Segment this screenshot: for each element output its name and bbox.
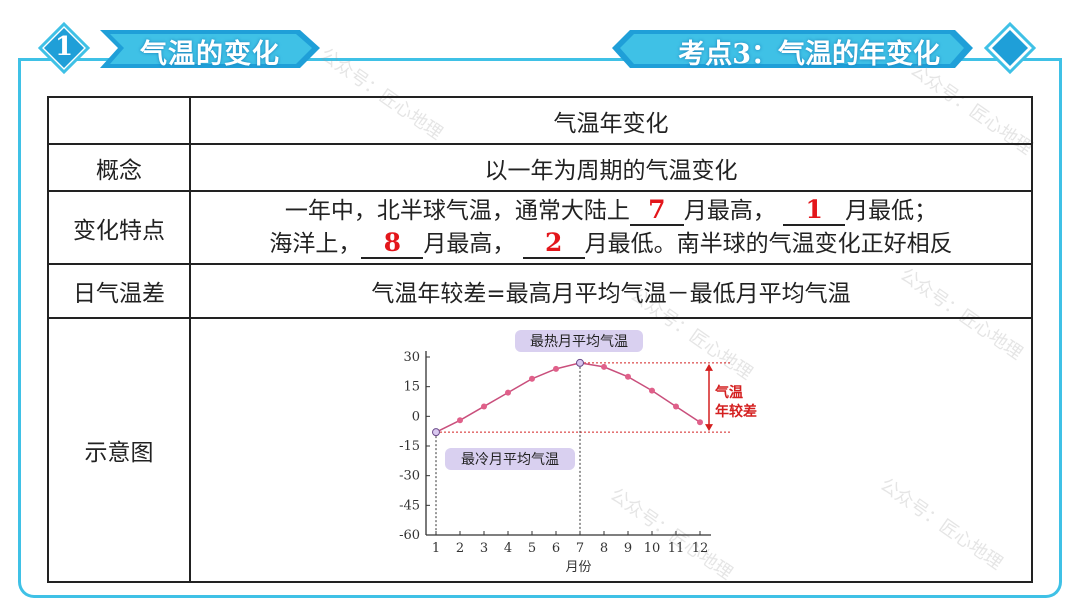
x-tick-label: 12 [692, 541, 709, 556]
header-banner [37, 21, 1037, 75]
y-tick-label: 30 [403, 350, 420, 365]
content-frame [18, 58, 1062, 598]
max-label-bg [515, 330, 643, 352]
min-label: 最冷月平均气温 [461, 452, 559, 468]
max-label: 最热月平均气温 [530, 334, 628, 350]
row-label: 日气温差 [47, 263, 191, 319]
row-label: 变化特点 [47, 190, 191, 265]
data-point [432, 428, 440, 437]
section-subtitle: 考点3：气温的年变化 [678, 39, 940, 70]
y-tick-label: -45 [399, 498, 420, 513]
data-point [625, 373, 631, 380]
answer-text: 7 [648, 194, 666, 224]
features-line-2: 海洋上， 8 月最高， 2 月最低。南半球的气温变化正好相反 [191, 228, 1031, 261]
frame-top-line [18, 58, 1062, 61]
x-tick-label: 4 [504, 541, 512, 556]
fill-blank: 1 [783, 194, 846, 226]
row-content: 以一年为周期的气温变化 [189, 143, 1033, 192]
data-point [529, 375, 535, 382]
text-segment: 月最高， [423, 230, 516, 257]
x-tick-label: 10 [644, 541, 661, 556]
fill-blank: 2 [522, 227, 585, 259]
y-tick-label: -15 [399, 439, 420, 454]
y-tick-label: 15 [403, 380, 420, 395]
data-point [697, 419, 703, 426]
fill-blank: 8 [361, 227, 424, 259]
section-title: 气温的变化 [140, 39, 280, 70]
features-line-1: 一年中，北半球气温，通常大陆上 7 月最高， 1 月最低； [191, 195, 1031, 228]
x-tick-label: 1 [432, 541, 440, 556]
row-content: 气温年较差=最高月平均气温－最低月平均气温 [189, 263, 1033, 319]
x-tick-label: 5 [528, 541, 536, 556]
fill-blank: 7 [629, 194, 684, 226]
min-label-bg [445, 448, 575, 470]
header-empty-cell [47, 96, 191, 145]
data-point [553, 365, 559, 372]
text-segment: 月最低。南半球的气温变化正好相反 [584, 230, 953, 257]
y-tick-label: 0 [412, 409, 420, 424]
answer-text: 8 [383, 227, 402, 257]
text-segment: 一年中，北半球气温，通常大陆上 [284, 197, 630, 224]
range-arrow-head-up [705, 363, 713, 371]
table-header: 气温年变化 [189, 96, 1033, 145]
y-tick-label: -30 [399, 469, 420, 484]
row-content-features: 一年中，北半球气温，通常大陆上 7 月最高， 1 月最低； 海洋上， 8 月最高， 2 月最… [189, 190, 1033, 265]
data-point [576, 358, 584, 367]
answer-text: 1 [805, 194, 823, 224]
range-label: 气温 [714, 384, 743, 401]
data-point [673, 403, 679, 410]
y-tick-label: -60 [399, 528, 420, 543]
text-segment: 月最高， [683, 197, 776, 224]
data-point [505, 389, 511, 396]
data-point [649, 387, 655, 394]
text-segment: 月最低； [845, 197, 938, 224]
x-tick-label: 11 [668, 541, 685, 556]
x-tick-label: 3 [480, 541, 488, 556]
content-table: 气温年变化 概念 以一年为周期的气温变化 变化特点 一年中，北半球气温，通常大陆… [47, 96, 1033, 583]
section-number: 1 [54, 32, 74, 62]
x-tick-label: 8 [600, 541, 608, 556]
range-arrow-head-down [705, 424, 713, 432]
x-tick-label: 2 [456, 541, 464, 556]
row-label: 示意图 [47, 317, 191, 583]
answer-text: 2 [544, 227, 563, 257]
data-point [601, 363, 607, 370]
x-tick-label: 7 [576, 541, 584, 556]
range-label: 年较差 [715, 403, 757, 420]
data-point [457, 417, 463, 424]
x-tick-label: 6 [552, 541, 560, 556]
temperature-line [435, 362, 701, 433]
text-segment: 海洋上， [269, 230, 362, 257]
x-tick-label: 9 [624, 541, 632, 556]
data-point [481, 403, 487, 410]
x-axis-label: 月份 [565, 560, 591, 575]
row-label: 概念 [47, 143, 191, 192]
